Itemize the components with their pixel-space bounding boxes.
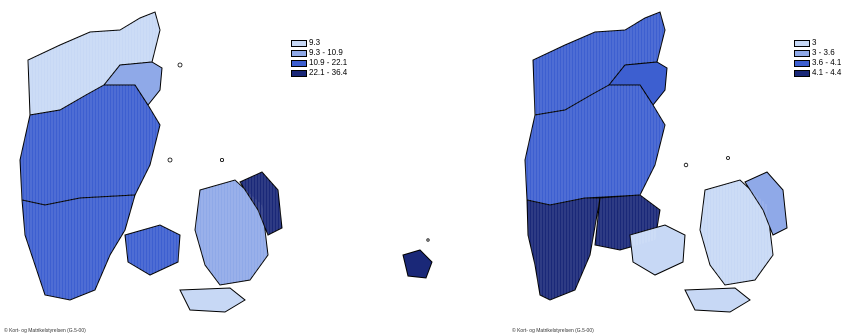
legend-label: 10.9 - 22.1 [309, 58, 348, 67]
legend-swatch [794, 49, 810, 57]
legend-item: 10.9 - 22.1 [291, 58, 347, 68]
legend-left: 9.3 9.3 - 10.9 10.9 - 22.1 22.1 - 36.4 [291, 38, 347, 78]
legend-item: 3.6 - 4.1 [794, 58, 841, 68]
legend-item: 22.1 - 36.4 [291, 68, 347, 78]
legend-item: 3 [794, 38, 841, 48]
map-left-texture [20, 12, 282, 300]
region-lolland-falster [179, 287, 246, 313]
legend-swatch [291, 69, 307, 77]
legend-label: 3 - 3.6 [812, 48, 835, 57]
region-lolland-falster [684, 287, 751, 313]
legend-right: 3 3 - 3.6 3.6 - 4.1 4.1 - 4.4 [794, 38, 841, 78]
legend-swatch [291, 39, 307, 47]
legend-swatch [794, 69, 810, 77]
legend-item: 9.3 - 10.9 [291, 48, 347, 58]
legend-label: 3.6 - 4.1 [812, 58, 842, 67]
legend-swatch [794, 59, 810, 67]
legend-label: 3 [812, 38, 817, 47]
credit-right: © Kort- og Matrikelstyrelsen (G.5-00) [512, 328, 594, 334]
map-right-texture [525, 12, 773, 300]
legend-item: 4.1 - 4.4 [794, 68, 841, 78]
region-vendsyssel-east [102, 61, 163, 106]
legend-swatch [794, 39, 810, 47]
legend-swatch [291, 59, 307, 67]
credit-left: © Kort- og Matrikelstyrelsen (G.5-00) [4, 328, 86, 334]
legend-item: 3 - 3.6 [794, 48, 841, 58]
region-bornholm [402, 249, 433, 279]
legend-swatch [291, 49, 307, 57]
legend-label: 4.1 - 4.4 [812, 68, 842, 77]
legend-item: 9.3 [291, 38, 347, 48]
legend-label: 9.3 [309, 38, 321, 47]
legend-label: 9.3 - 10.9 [309, 48, 343, 57]
small-islands [167, 62, 730, 242]
legend-label: 22.1 - 36.4 [309, 68, 348, 77]
